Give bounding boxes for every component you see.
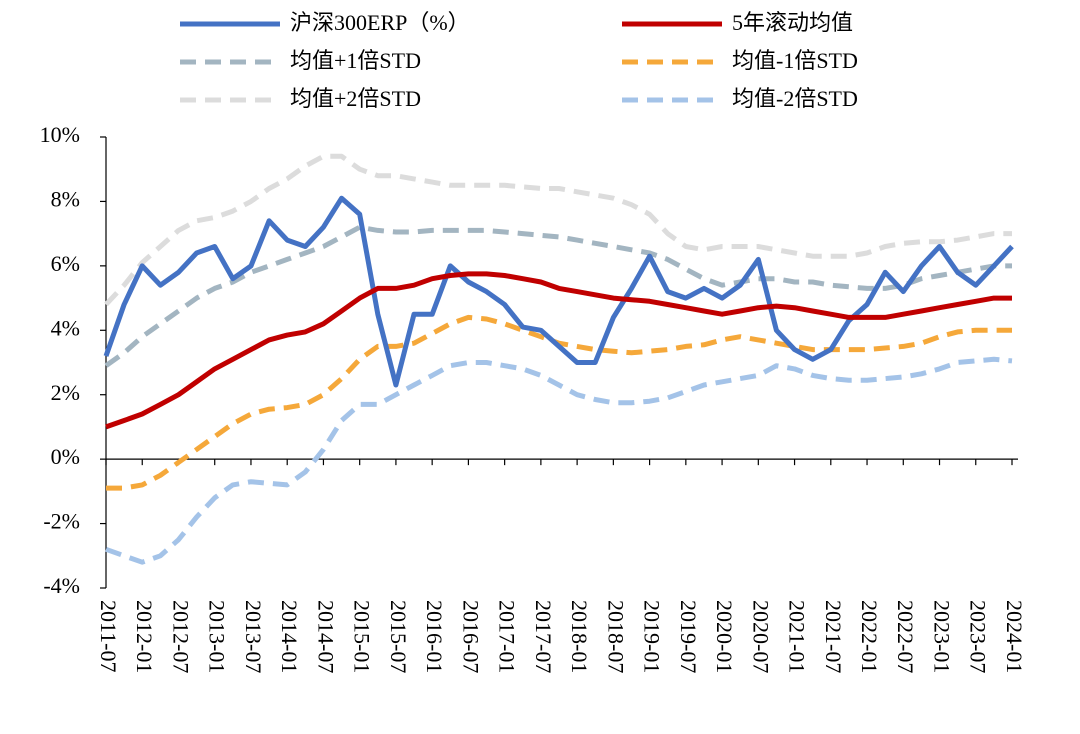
x-tick-label: 2020-07 [748, 600, 773, 673]
x-tick-label: 2019-07 [676, 600, 701, 673]
x-tick-label: 2022-01 [857, 600, 882, 673]
x-tick-label: 2013-01 [205, 600, 230, 673]
x-tick-label: 2016-07 [458, 600, 483, 673]
legend-label: 均值-1倍STD [732, 48, 858, 73]
x-tick-label: 2011-07 [96, 600, 121, 673]
series-line [104, 224, 1012, 368]
x-tick-label: 2013-07 [241, 600, 266, 673]
series-line [106, 314, 1012, 491]
y-tick-label: -4% [43, 573, 80, 598]
x-tick-label: 2023-01 [929, 600, 954, 673]
y-tick-label: -2% [43, 509, 80, 534]
x-tick-label: 2023-07 [966, 600, 991, 673]
series-line [104, 153, 1012, 307]
y-tick-label: 2% [51, 380, 80, 405]
x-tick-label: 2016-01 [422, 600, 447, 673]
series-line [103, 195, 1014, 388]
legend-label: 均值-2倍STD [732, 86, 858, 111]
series-line [105, 271, 1012, 430]
x-tick-label: 2014-07 [313, 600, 338, 673]
y-tick-label: 8% [51, 186, 80, 211]
x-tick-label: 2021-01 [785, 600, 810, 673]
legend-label: 5年滚动均值 [732, 10, 853, 35]
x-tick-label: 2012-01 [132, 600, 157, 673]
x-tick-label: 2014-01 [277, 600, 302, 673]
x-tick-label: 2021-07 [821, 600, 846, 673]
y-tick-label: 0% [51, 444, 80, 469]
series-line [105, 356, 1013, 565]
x-tick-label: 2022-07 [893, 600, 918, 673]
x-tick-label: 2024-01 [1002, 600, 1027, 673]
legend-label: 沪深300ERP（%） [290, 10, 470, 35]
y-tick-label: 4% [51, 315, 80, 340]
y-tick-label: 6% [51, 251, 80, 276]
x-tick-label: 2018-07 [603, 600, 628, 673]
legend-label: 均值+1倍STD [290, 48, 421, 73]
legend-label: 均值+2倍STD [290, 86, 421, 111]
x-tick-label: 2017-07 [531, 600, 556, 673]
x-tick-label: 2020-01 [712, 600, 737, 673]
x-tick-label: 2015-07 [386, 600, 411, 673]
y-tick-label: 10% [40, 122, 80, 147]
x-tick-label: 2019-01 [640, 600, 665, 673]
x-tick-label: 2018-01 [567, 600, 592, 673]
x-tick-label: 2017-01 [495, 600, 520, 673]
x-tick-label: 2012-07 [168, 600, 193, 673]
x-tick-label: 2015-01 [350, 600, 375, 673]
